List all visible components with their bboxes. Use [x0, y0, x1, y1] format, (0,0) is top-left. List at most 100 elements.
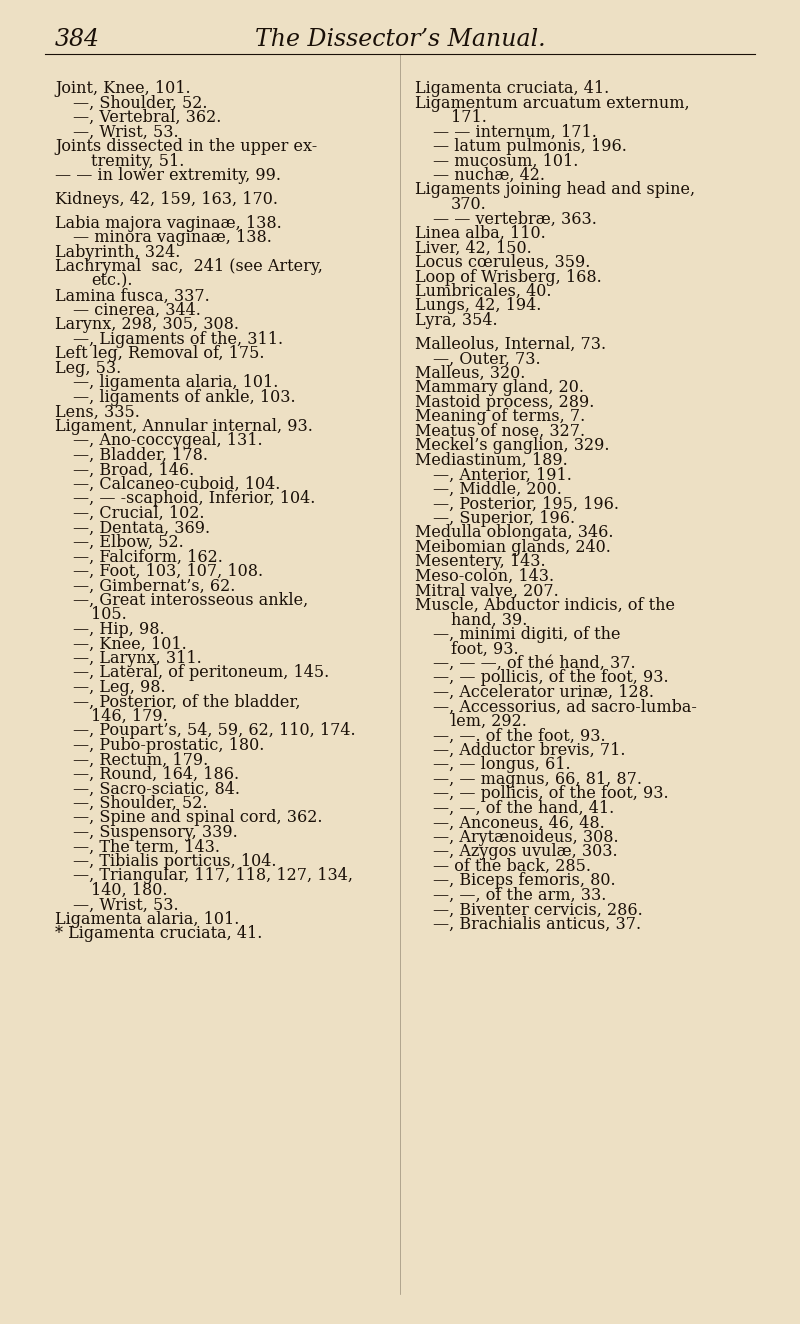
Text: —, Shoulder, 52.: —, Shoulder, 52.	[73, 94, 207, 111]
Text: —, Ano-coccygeal, 131.: —, Ano-coccygeal, 131.	[73, 433, 262, 449]
Text: —, Anterior, 191.: —, Anterior, 191.	[433, 466, 572, 483]
Text: —, Wrist, 53.: —, Wrist, 53.	[73, 123, 178, 140]
Text: Left leg, Removal of, 175.: Left leg, Removal of, 175.	[55, 346, 265, 363]
Text: Liver, 42, 150.: Liver, 42, 150.	[415, 240, 532, 257]
Text: Meibomian glands, 240.: Meibomian glands, 240.	[415, 539, 611, 556]
Text: Lamina fusca, 337.: Lamina fusca, 337.	[55, 287, 210, 305]
Text: Meso-colon, 143.: Meso-colon, 143.	[415, 568, 554, 585]
Text: 370.: 370.	[451, 196, 486, 213]
Text: —, Dentata, 369.: —, Dentata, 369.	[73, 519, 210, 536]
Text: Labia majora vaginaæ, 138.: Labia majora vaginaæ, 138.	[55, 214, 282, 232]
Text: —, Bladder, 178.: —, Bladder, 178.	[73, 448, 208, 463]
Text: —, — magnus, 66, 81, 87.: —, — magnus, 66, 81, 87.	[433, 771, 642, 788]
Text: etc.).: etc.).	[91, 273, 133, 290]
Text: — cinerea, 344.: — cinerea, 344.	[73, 302, 201, 319]
Text: —, ligaments of ankle, 103.: —, ligaments of ankle, 103.	[73, 389, 296, 406]
Text: Ligamentum arcuatum externum,: Ligamentum arcuatum externum,	[415, 94, 690, 111]
Text: Lyra, 354.: Lyra, 354.	[415, 312, 498, 328]
Text: —, The term, 143.: —, The term, 143.	[73, 838, 220, 855]
Text: —, —. of the foot, 93.: —, —. of the foot, 93.	[433, 727, 606, 744]
Text: —, Accelerator urinæ, 128.: —, Accelerator urinæ, 128.	[433, 685, 654, 700]
Text: —, Calcaneo-cuboid, 104.: —, Calcaneo-cuboid, 104.	[73, 475, 280, 493]
Text: —, — —, of thé hand, 37.: —, — —, of thé hand, 37.	[433, 655, 636, 671]
Text: —, Gimbernat’s, 62.: —, Gimbernat’s, 62.	[73, 577, 235, 594]
Text: —, Posterior, 195, 196.: —, Posterior, 195, 196.	[433, 495, 619, 512]
Text: Medulla oblongata, 346.: Medulla oblongata, 346.	[415, 524, 614, 542]
Text: — of the back, 285.: — of the back, 285.	[433, 858, 591, 875]
Text: Malleolus, Internal, 73.: Malleolus, Internal, 73.	[415, 336, 606, 354]
Text: —, Superior, 196.: —, Superior, 196.	[433, 510, 575, 527]
Text: —, Middle, 200.: —, Middle, 200.	[433, 481, 562, 498]
Text: hand, 39.: hand, 39.	[451, 612, 527, 629]
Text: Mediastinum, 189.: Mediastinum, 189.	[415, 451, 568, 469]
Text: —, — pollicis, of the foot, 93.: —, — pollicis, of the foot, 93.	[433, 670, 669, 686]
Text: —, Tibialis porticus, 104.: —, Tibialis porticus, 104.	[73, 853, 277, 870]
Text: —, — -scaphoid, Inferior, 104.: —, — -scaphoid, Inferior, 104.	[73, 490, 315, 507]
Text: — nuchæ, 42.: — nuchæ, 42.	[433, 167, 545, 184]
Text: —, Accessorius, ad sacro-lumba-: —, Accessorius, ad sacro-lumba-	[433, 699, 697, 715]
Text: Ligament, Annular internal, 93.: Ligament, Annular internal, 93.	[55, 418, 313, 434]
Text: —, Anconeus, 46, 48.: —, Anconeus, 46, 48.	[433, 814, 605, 831]
Text: Locus cœruleus, 359.: Locus cœruleus, 359.	[415, 254, 590, 271]
Text: Kidneys, 42, 159, 163, 170.: Kidneys, 42, 159, 163, 170.	[55, 191, 278, 208]
Text: —, Suspensory, 339.: —, Suspensory, 339.	[73, 824, 238, 841]
Text: Joints dissected in the upper ex-: Joints dissected in the upper ex-	[55, 138, 318, 155]
Text: Linea alba, 110.: Linea alba, 110.	[415, 225, 546, 242]
Text: * Ligamenta cruciata, 41.: * Ligamenta cruciata, 41.	[55, 925, 262, 943]
Text: Larynx, 298, 305, 308.: Larynx, 298, 305, 308.	[55, 316, 239, 334]
Text: —, Posterior, of the bladder,: —, Posterior, of the bladder,	[73, 694, 301, 711]
Text: —, Triangular, 117, 118, 127, 134,: —, Triangular, 117, 118, 127, 134,	[73, 867, 353, 884]
Text: 146, 179.: 146, 179.	[91, 708, 168, 724]
Text: Meatus of nose, 327.: Meatus of nose, 327.	[415, 422, 585, 440]
Text: —, Pubo-prostatic, 180.: —, Pubo-prostatic, 180.	[73, 737, 264, 753]
Text: —, —, of the hand, 41.: —, —, of the hand, 41.	[433, 800, 614, 817]
Text: Lumbricales, 40.: Lumbricales, 40.	[415, 283, 551, 301]
Text: —, Broad, 146.: —, Broad, 146.	[73, 461, 194, 478]
Text: —, Vertebral, 362.: —, Vertebral, 362.	[73, 109, 222, 126]
Text: —, —, of the arm, 33.: —, —, of the arm, 33.	[433, 887, 606, 904]
Text: 105.: 105.	[91, 606, 126, 624]
Text: —, Lateral, of peritoneum, 145.: —, Lateral, of peritoneum, 145.	[73, 665, 330, 682]
Text: — — vertebræ, 363.: — — vertebræ, 363.	[433, 211, 597, 228]
Text: —, minimi digiti, of the: —, minimi digiti, of the	[433, 626, 621, 643]
Text: — — internum, 171.: — — internum, 171.	[433, 123, 597, 140]
Text: —, Hip, 98.: —, Hip, 98.	[73, 621, 165, 638]
Text: —, Wrist, 53.: —, Wrist, 53.	[73, 896, 178, 914]
Text: —, Falciform, 162.: —, Falciform, 162.	[73, 548, 223, 565]
Text: —, Biceps femoris, 80.: —, Biceps femoris, 80.	[433, 873, 616, 890]
Text: —, Arytænoideus, 308.: —, Arytænoideus, 308.	[433, 829, 618, 846]
Text: Mastoid process, 289.: Mastoid process, 289.	[415, 395, 594, 410]
Text: — minora vaginaæ, 138.: — minora vaginaæ, 138.	[73, 229, 272, 246]
Text: Lens, 335.: Lens, 335.	[55, 404, 140, 420]
Text: Leg, 53.: Leg, 53.	[55, 360, 122, 377]
Text: Ligaments joining head and spine,: Ligaments joining head and spine,	[415, 181, 695, 199]
Text: —, Foot, 103, 107, 108.: —, Foot, 103, 107, 108.	[73, 563, 263, 580]
Text: —, Biventer cervicis, 286.: —, Biventer cervicis, 286.	[433, 902, 642, 919]
Text: —, Shoulder, 52.: —, Shoulder, 52.	[73, 794, 207, 812]
Text: —, Leg, 98.: —, Leg, 98.	[73, 679, 166, 696]
Text: Ligamenta alaria, 101.: Ligamenta alaria, 101.	[55, 911, 239, 928]
Text: —, Rectum, 179.: —, Rectum, 179.	[73, 751, 208, 768]
Text: Joint, Knee, 101.: Joint, Knee, 101.	[55, 79, 190, 97]
Text: —, Sacro-sciatic, 84.: —, Sacro-sciatic, 84.	[73, 780, 240, 797]
Text: —, Great interosseous ankle,: —, Great interosseous ankle,	[73, 592, 308, 609]
Text: 171.: 171.	[451, 109, 487, 126]
Text: 140, 180.: 140, 180.	[91, 882, 167, 899]
Text: —, Azygos uvulæ, 303.: —, Azygos uvulæ, 303.	[433, 843, 618, 861]
Text: —, Crucial, 102.: —, Crucial, 102.	[73, 504, 205, 522]
Text: Lungs, 42, 194.: Lungs, 42, 194.	[415, 298, 542, 315]
Text: Labyrinth, 324.: Labyrinth, 324.	[55, 244, 180, 261]
Text: 384: 384	[55, 28, 100, 52]
Text: Meckel’s ganglion, 329.: Meckel’s ganglion, 329.	[415, 437, 610, 454]
Text: tremity, 51.: tremity, 51.	[91, 152, 184, 169]
Text: —, Ligaments of the, 311.: —, Ligaments of the, 311.	[73, 331, 283, 348]
Text: — latum pulmonis, 196.: — latum pulmonis, 196.	[433, 138, 627, 155]
Text: Lachrymal  sac,  241 (see Artery,: Lachrymal sac, 241 (see Artery,	[55, 258, 323, 275]
Text: —, Elbow, 52.: —, Elbow, 52.	[73, 534, 184, 551]
Text: Ligamenta cruciata, 41.: Ligamenta cruciata, 41.	[415, 79, 610, 97]
Text: Mammary gland, 20.: Mammary gland, 20.	[415, 380, 584, 396]
Text: —, Larynx, 311.: —, Larynx, 311.	[73, 650, 202, 667]
Text: Meaning of terms, 7.: Meaning of terms, 7.	[415, 408, 586, 425]
Text: —, Knee, 101.: —, Knee, 101.	[73, 636, 186, 653]
Text: —, Round, 164, 186.: —, Round, 164, 186.	[73, 765, 239, 782]
